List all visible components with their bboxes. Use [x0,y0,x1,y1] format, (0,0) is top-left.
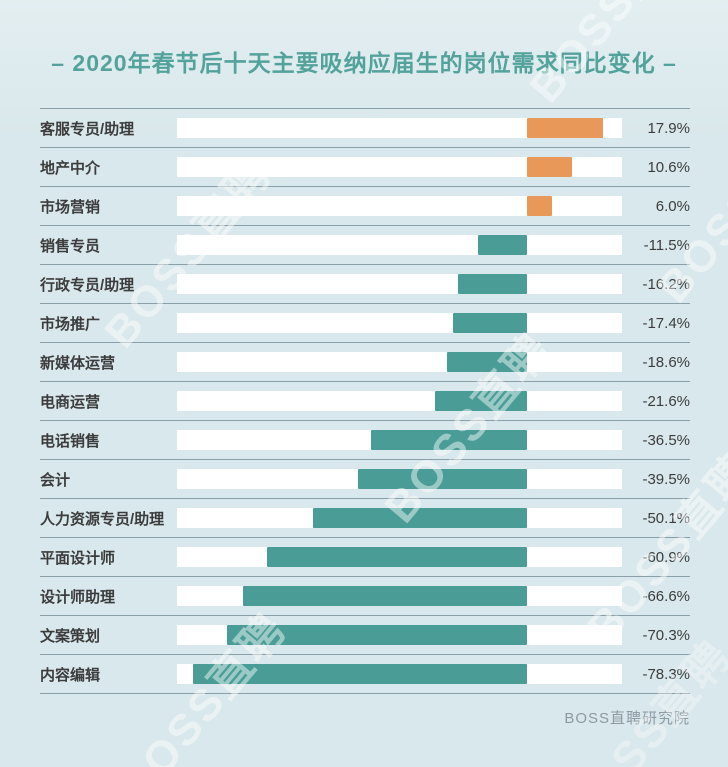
bar-negative [457,274,527,294]
bar-negative [226,625,527,645]
chart-row: 市场营销 6.0% [40,187,690,226]
bar-track [177,157,622,177]
bar-track [177,547,622,567]
bar-track [177,274,622,294]
bar-track [177,508,622,528]
chart-row: 内容编辑 -78.3% [40,655,690,694]
chart-row: 客服专员/助理 17.9% [40,109,690,148]
category-label: 平面设计师 [40,549,116,567]
bar-negative [371,430,527,450]
value-label: 6.0% [655,197,690,215]
category-label: 市场营销 [40,198,101,216]
bar-negative [313,508,527,528]
bar-positive [526,157,573,177]
category-label: 行政专员/助理 [40,276,135,294]
chart-row: 平面设计师 -60.9% [40,538,690,577]
chart-row: 市场推广 -17.4% [40,304,690,343]
chart-row: 行政专员/助理 -16.2% [40,265,690,304]
bar-negative [477,235,527,255]
category-label: 新媒体运营 [40,354,116,372]
value-label: -50.1% [642,509,690,527]
bar-track [177,352,622,372]
bar-track [177,118,622,138]
category-label: 销售专员 [40,237,101,255]
bar-track [177,430,622,450]
value-label: -18.6% [642,353,690,371]
bar-track [177,625,622,645]
chart-row: 文案策划 -70.3% [40,616,690,655]
bar-positive [526,118,604,138]
page-title: – 2020年春节后十天主要吸纳应届生的岗位需求同比变化 – [51,50,677,76]
bar-negative [242,586,527,606]
chart-row: 会计 -39.5% [40,460,690,499]
bar-negative [267,547,527,567]
value-label: -17.4% [642,314,690,332]
bar-track [177,391,622,411]
value-label: -16.2% [642,275,690,293]
chart-row: 电话销售 -36.5% [40,421,690,460]
chart-rows: 客服专员/助理 17.9% 地产中介 10.6% 市场营销 6.0% 销售专员 … [40,108,690,694]
bar-positive [526,196,553,216]
value-label: -66.6% [642,587,690,605]
category-label: 文案策划 [40,627,101,645]
bar-track [177,469,622,489]
value-label: -78.3% [642,665,690,683]
value-label: 17.9% [647,119,690,137]
chart-row: 销售专员 -11.5% [40,226,690,265]
chart-row: 电商运营 -21.6% [40,382,690,421]
bar-track [177,664,622,684]
value-label: -39.5% [642,470,690,488]
value-label: -60.9% [642,548,690,566]
bar-track [177,313,622,333]
category-label: 市场推广 [40,315,101,333]
bar-negative [192,664,527,684]
category-label: 电商运营 [40,393,101,411]
category-label: 地产中介 [40,159,101,177]
bar-negative [434,391,527,411]
chart-row: 新媒体运营 -18.6% [40,343,690,382]
bar-negative [447,352,527,372]
chart-row: 地产中介 10.6% [40,148,690,187]
category-label: 人力资源专员/助理 [40,510,165,528]
category-label: 会计 [40,471,71,489]
value-label: 10.6% [647,158,690,176]
bar-negative [358,469,527,489]
category-label: 电话销售 [40,432,101,450]
bar-track [177,196,622,216]
value-label: -70.3% [642,626,690,644]
bar-track [177,586,622,606]
category-label: 设计师助理 [40,588,116,606]
category-label: 内容编辑 [40,666,101,684]
value-label: -36.5% [642,431,690,449]
bar-negative [452,313,527,333]
value-label: -21.6% [642,392,690,410]
bar-track [177,235,622,255]
chart-row: 设计师助理 -66.6% [40,577,690,616]
bar-chart: 客服专员/助理 17.9% 地产中介 10.6% 市场营销 6.0% 销售专员 … [40,108,690,728]
category-label: 客服专员/助理 [40,120,135,138]
chart-row: 人力资源专员/助理 -50.1% [40,499,690,538]
source-credit: BOSS直聘研究院 [564,710,690,727]
value-label: -11.5% [643,236,690,254]
